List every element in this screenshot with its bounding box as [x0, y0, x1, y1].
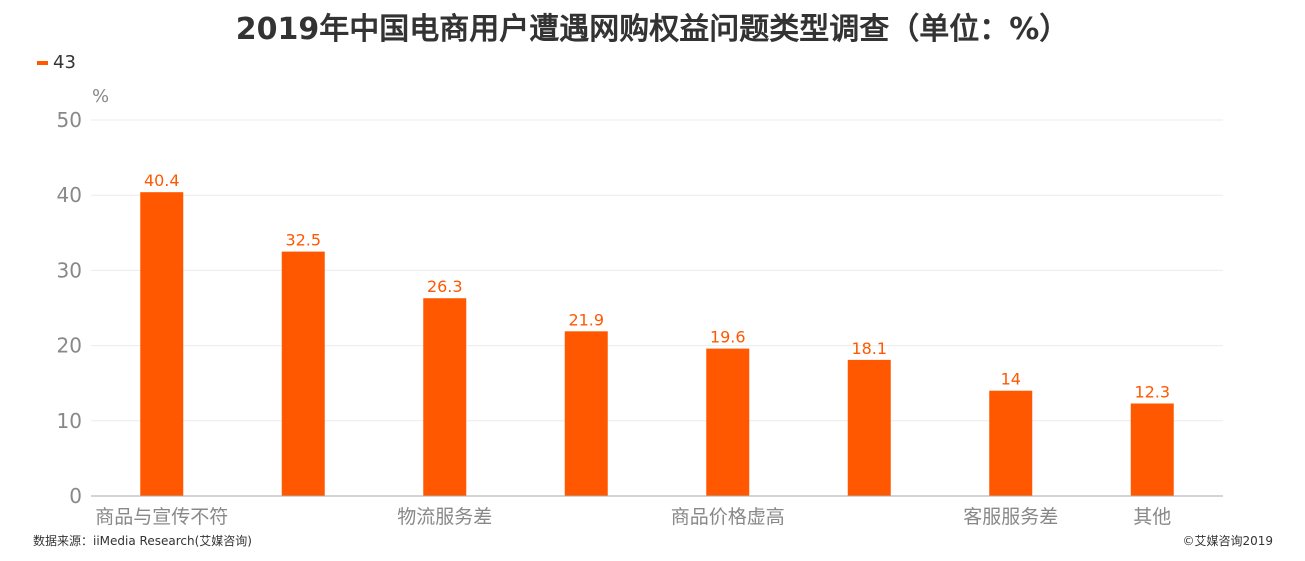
data-label: 26.3: [427, 277, 463, 296]
legend-swatch: [37, 60, 48, 65]
x-axis-ticks: 商品与宣传不符 物流服务差 商品价格虚高 客服服务差 其他: [95, 506, 1171, 528]
x-tick-label: 客服服务差: [963, 506, 1058, 528]
bar: [989, 390, 1033, 496]
bar: [140, 192, 184, 496]
legend-label: 43: [53, 52, 76, 73]
copyright: ©艾媒咨询2019: [1182, 534, 1273, 548]
data-label: 19.6: [710, 328, 746, 347]
bars: [140, 192, 1174, 496]
x-tick-label: 其他: [1133, 506, 1171, 528]
x-tick-label: 物流服务差: [397, 506, 492, 528]
grid-lines: [91, 119, 1223, 422]
y-tick-label: 50: [57, 108, 82, 132]
data-labels: 40.4 32.5 26.3 21.9 19.6 18.1 14 12.3: [144, 171, 1170, 401]
bar: [281, 251, 325, 496]
data-label: 14: [1001, 370, 1021, 389]
x-tick-label: 商品价格虚高: [671, 506, 785, 528]
y-tick-label: 10: [57, 409, 82, 433]
chart-title: 2019年中国电商用户遭遇网购权益问题类型调查（单位：%）: [235, 12, 1070, 47]
y-tick-label: 20: [57, 334, 82, 358]
y-axis-ticks: 0 10 20 30 40 50: [57, 108, 82, 508]
bar: [706, 348, 750, 496]
data-label: 12.3: [1134, 383, 1170, 402]
x-tick-label: 商品与宣传不符: [95, 506, 228, 528]
y-tick-label: 30: [57, 258, 82, 282]
data-label: 21.9: [568, 310, 604, 329]
y-tick-label: 40: [57, 183, 82, 207]
bar: [423, 298, 467, 496]
bar: [847, 359, 891, 496]
data-label: 18.1: [851, 339, 887, 358]
y-tick-label: 0: [69, 484, 82, 508]
bar: [1130, 403, 1174, 496]
data-source: 数据来源：iiMedia Research(艾媒咨询): [33, 534, 252, 548]
legend: 43: [37, 52, 76, 73]
data-label: 32.5: [285, 231, 321, 250]
y-axis-unit: %: [92, 86, 110, 107]
data-label: 40.4: [144, 171, 180, 190]
bar: [564, 331, 608, 496]
